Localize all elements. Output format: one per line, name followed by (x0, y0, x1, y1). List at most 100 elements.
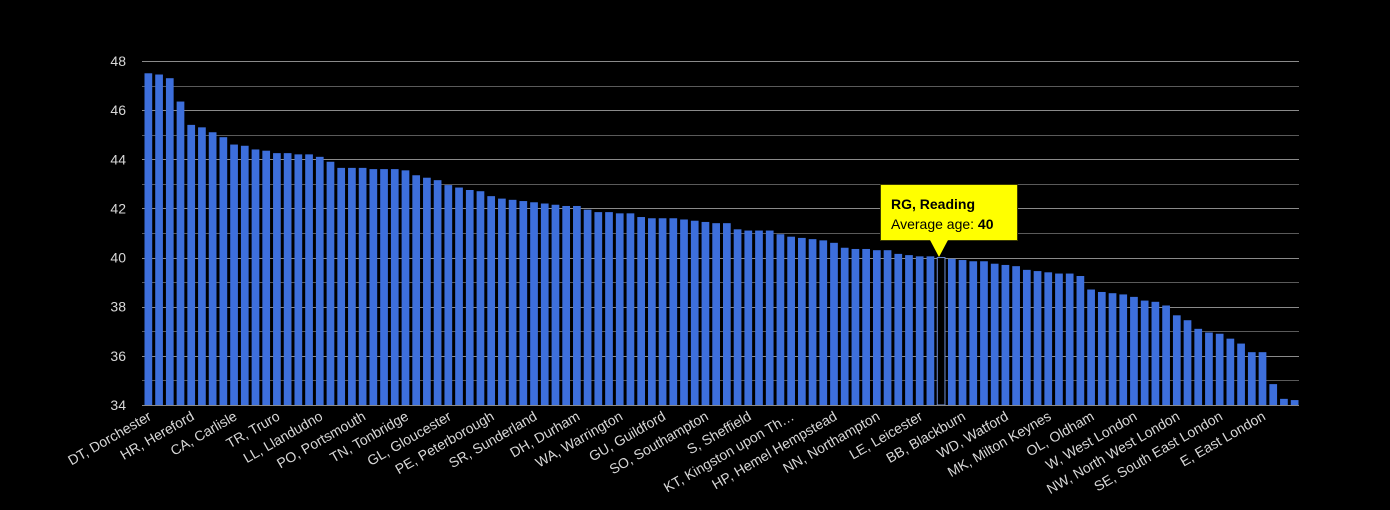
bar[interactable] (273, 153, 281, 405)
bar[interactable] (369, 169, 378, 405)
bar[interactable] (883, 250, 892, 405)
bar-highlighted[interactable] (936, 257, 946, 406)
bar[interactable] (1237, 343, 1245, 405)
bar[interactable] (1290, 400, 1299, 405)
bar[interactable] (669, 218, 678, 405)
bar[interactable] (862, 248, 870, 405)
bar[interactable] (1022, 269, 1031, 405)
bar[interactable] (433, 180, 442, 405)
bar[interactable] (1269, 384, 1278, 405)
bar[interactable] (1055, 273, 1063, 405)
bar[interactable] (1194, 328, 1203, 405)
bar[interactable] (326, 161, 335, 405)
bar[interactable] (840, 247, 849, 405)
bar[interactable] (1033, 271, 1042, 405)
bar[interactable] (1044, 272, 1053, 405)
bar[interactable] (262, 150, 271, 405)
bar[interactable] (594, 212, 603, 405)
bar[interactable] (1001, 264, 1010, 405)
bar[interactable] (1280, 398, 1288, 405)
bar[interactable] (1247, 352, 1256, 405)
bar[interactable] (508, 199, 517, 405)
bar[interactable] (540, 203, 549, 405)
bar[interactable] (947, 258, 956, 405)
bar[interactable] (465, 190, 474, 405)
bar[interactable] (872, 250, 881, 405)
bar[interactable] (969, 261, 978, 405)
bar[interactable] (1097, 291, 1106, 405)
bar[interactable] (187, 124, 196, 405)
bar[interactable] (626, 213, 635, 405)
bar[interactable] (476, 191, 485, 405)
bar[interactable] (851, 248, 860, 405)
bar[interactable] (583, 209, 592, 405)
bar[interactable] (744, 230, 753, 405)
bar[interactable] (701, 221, 710, 405)
bar[interactable] (1108, 293, 1117, 405)
bar[interactable] (1215, 333, 1224, 405)
bar[interactable] (412, 175, 421, 405)
bar[interactable] (519, 201, 528, 405)
bar[interactable] (615, 213, 624, 405)
bar[interactable] (573, 205, 581, 405)
bar[interactable] (401, 170, 410, 405)
bar[interactable] (1087, 289, 1095, 405)
bar[interactable] (1065, 273, 1074, 405)
bar[interactable] (198, 127, 206, 405)
bar[interactable] (380, 169, 388, 405)
bar[interactable] (797, 237, 806, 405)
bar[interactable] (765, 230, 774, 405)
bar[interactable] (305, 154, 313, 405)
bar[interactable] (144, 73, 153, 406)
bar[interactable] (219, 137, 228, 405)
bar[interactable] (1151, 301, 1160, 405)
bar[interactable] (1205, 332, 1213, 405)
bar[interactable] (551, 204, 560, 405)
bar[interactable] (251, 149, 260, 405)
bar[interactable] (1183, 320, 1192, 405)
bar[interactable] (1140, 300, 1149, 405)
bar[interactable] (1130, 296, 1138, 405)
bar[interactable] (423, 177, 431, 405)
bar[interactable] (980, 261, 988, 405)
bar[interactable] (648, 218, 656, 405)
bar[interactable] (905, 255, 913, 405)
bar[interactable] (155, 74, 163, 405)
bar[interactable] (915, 256, 924, 405)
bar[interactable] (1258, 352, 1267, 405)
bar[interactable] (337, 167, 346, 405)
bar[interactable] (1076, 276, 1085, 405)
bar[interactable] (444, 185, 453, 405)
bar[interactable] (808, 239, 817, 405)
bar[interactable] (358, 167, 367, 405)
bar[interactable] (390, 169, 399, 405)
bar[interactable] (240, 145, 249, 405)
bar[interactable] (926, 256, 935, 405)
bar[interactable] (348, 167, 356, 405)
bar[interactable] (455, 187, 463, 405)
bar[interactable] (487, 196, 496, 405)
bar[interactable] (1226, 338, 1235, 405)
bar[interactable] (176, 101, 185, 406)
bar[interactable] (315, 156, 324, 405)
bar[interactable] (165, 78, 174, 405)
bar[interactable] (498, 198, 506, 405)
bar[interactable] (990, 263, 999, 405)
bar[interactable] (958, 260, 967, 405)
bar[interactable] (755, 230, 763, 405)
bar[interactable] (830, 242, 838, 405)
bar[interactable] (1012, 266, 1020, 405)
bar[interactable] (230, 144, 238, 406)
bar[interactable] (530, 202, 538, 405)
bar[interactable] (294, 154, 303, 405)
bar[interactable] (208, 132, 217, 405)
bar[interactable] (1119, 294, 1128, 405)
bar[interactable] (658, 218, 667, 405)
bar[interactable] (1162, 305, 1170, 405)
bar[interactable] (283, 153, 292, 405)
bar[interactable] (776, 234, 785, 405)
bar[interactable] (605, 212, 613, 405)
bar[interactable] (894, 253, 903, 405)
bar[interactable] (1172, 315, 1181, 405)
bar[interactable] (680, 219, 688, 405)
